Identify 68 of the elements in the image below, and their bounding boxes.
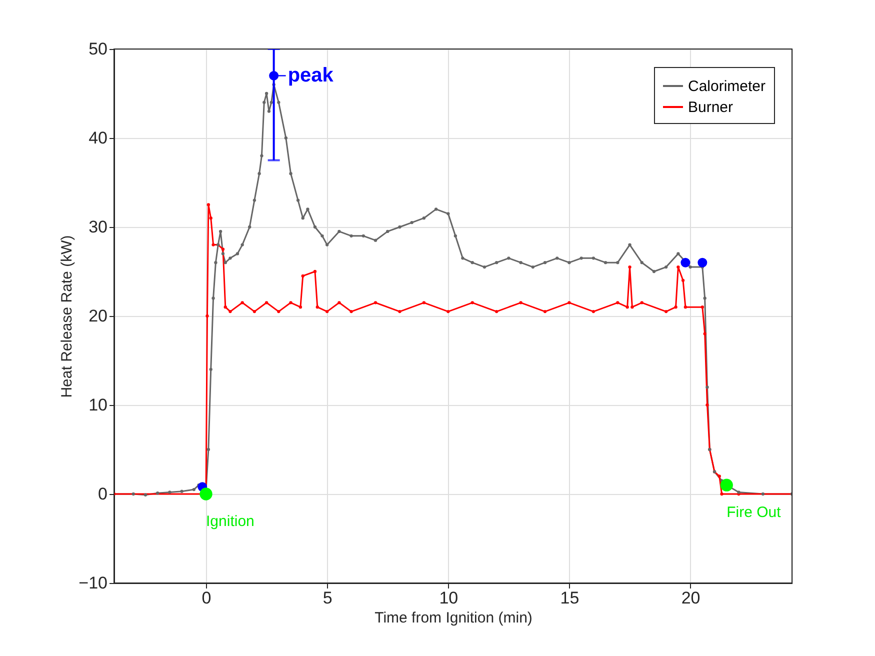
y-axis-title: Heat Release Rate (kW) (58, 235, 76, 398)
point (718, 474, 721, 478)
x-tick-label: 5 (322, 588, 332, 608)
y-tick-label: 30 (88, 218, 108, 236)
point (703, 332, 706, 336)
point (720, 478, 733, 492)
y-tick-label: −10 (78, 574, 108, 592)
point (680, 258, 690, 268)
point (616, 301, 620, 304)
point (720, 492, 724, 496)
point (519, 301, 522, 304)
point (592, 310, 596, 314)
point (706, 403, 709, 407)
point (277, 310, 280, 314)
annotation: Fire Out (726, 504, 782, 522)
point (228, 310, 232, 314)
point (221, 248, 225, 251)
x-tick-label: 15 (560, 588, 580, 608)
point (224, 306, 227, 309)
point (422, 301, 426, 304)
point (674, 306, 678, 309)
x-tick-label: 10 (439, 588, 458, 608)
point (398, 310, 402, 314)
y-tick-label: 0 (98, 484, 108, 504)
y-tick-label: 40 (88, 128, 108, 148)
point (313, 270, 317, 274)
point (326, 310, 329, 314)
point (209, 216, 212, 220)
point (212, 243, 215, 246)
point (495, 310, 498, 314)
point (676, 265, 680, 269)
point (640, 301, 644, 304)
point (269, 70, 279, 80)
point (626, 306, 629, 309)
point (684, 306, 688, 309)
x-axis-title: Time from Ignition (min) (374, 610, 532, 626)
point (543, 310, 547, 314)
point (664, 310, 668, 314)
x-tick-label: 0 (202, 588, 212, 608)
point (350, 310, 353, 314)
point (470, 301, 474, 304)
point (206, 314, 209, 318)
annotation: peak (288, 64, 334, 87)
y-tick-label: 10 (88, 396, 108, 414)
point (568, 301, 571, 304)
point (240, 301, 244, 304)
point (681, 278, 685, 282)
point (698, 258, 708, 268)
point (252, 310, 256, 314)
point (200, 488, 212, 500)
y-tick-label: 20 (88, 306, 108, 326)
point (289, 301, 292, 304)
point (446, 310, 450, 314)
point (316, 306, 319, 309)
point (628, 265, 632, 269)
legend-label: Calorimeter (688, 78, 766, 95)
point (374, 301, 378, 304)
point (298, 306, 302, 309)
point (630, 306, 634, 309)
y-tick-label: 50 (88, 40, 108, 58)
annotation: Ignition (206, 513, 254, 530)
point (301, 274, 304, 278)
point (206, 203, 210, 206)
x-tick-label: 20 (681, 588, 700, 608)
point (700, 306, 704, 309)
point (338, 301, 341, 304)
legend-label: Burner (688, 99, 734, 116)
point (264, 301, 268, 304)
